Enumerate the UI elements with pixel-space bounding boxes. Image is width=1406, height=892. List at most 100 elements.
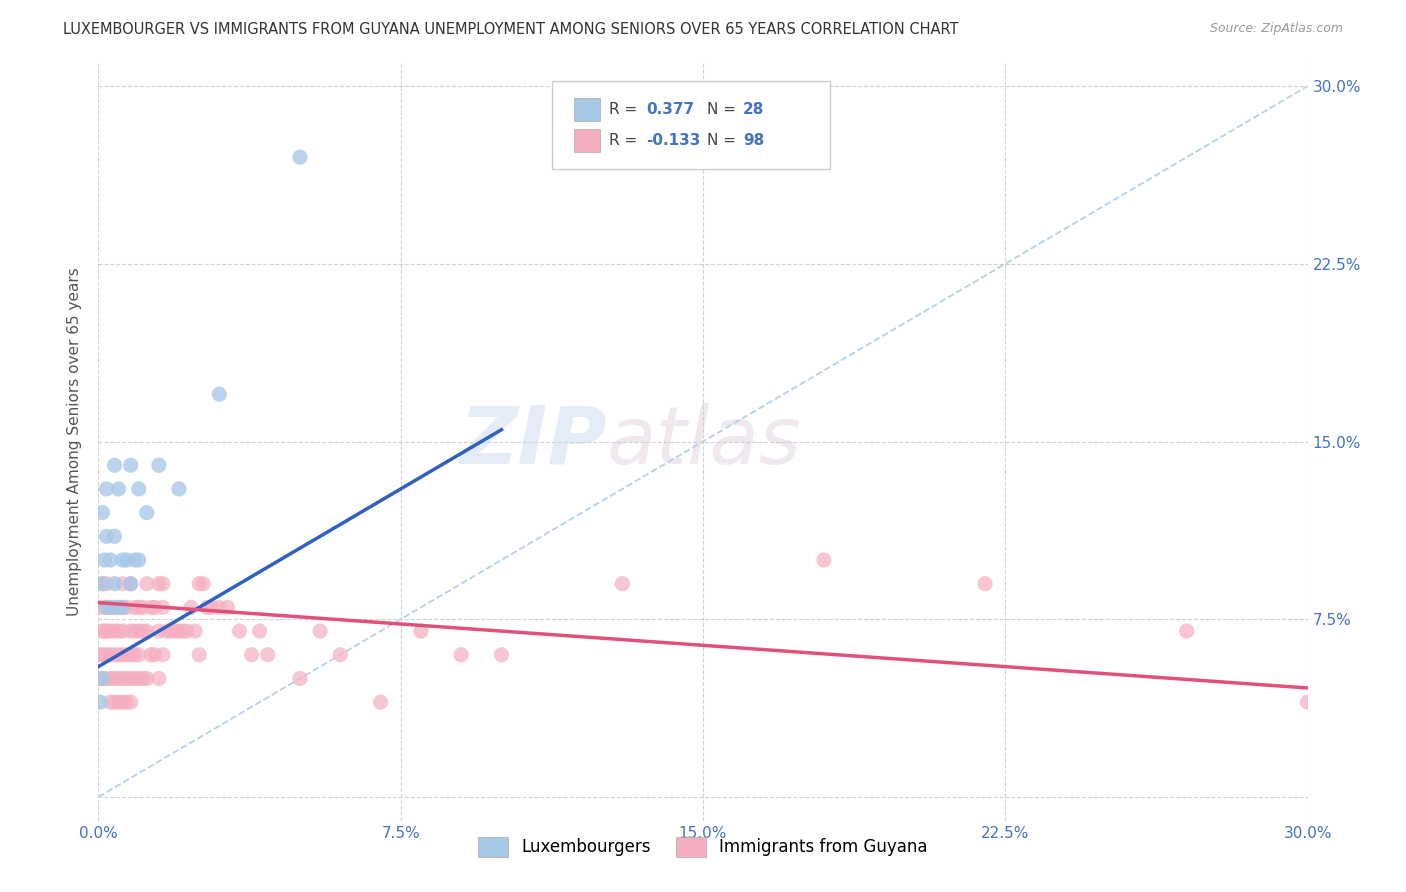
Point [107, 600, 129, 615]
Point [103, 600, 125, 615]
Y-axis label: Unemployment Among Seniors over 65 years: Unemployment Among Seniors over 65 years [67, 268, 83, 615]
Point [813, 553, 835, 567]
Point [107, 695, 129, 709]
Point [115, 600, 138, 615]
Point [89, 672, 111, 686]
Point [156, 624, 179, 639]
Point [256, 648, 278, 662]
Point [100, 648, 122, 662]
Point [120, 458, 142, 473]
Text: N =: N = [707, 133, 741, 148]
Point [152, 648, 174, 662]
Point [240, 648, 263, 662]
FancyBboxPatch shape [551, 81, 830, 169]
Point [180, 600, 202, 615]
Point [115, 648, 138, 662]
Point [93, 624, 115, 639]
Point [148, 458, 170, 473]
Point [115, 672, 138, 686]
Point [107, 624, 129, 639]
Point [193, 576, 215, 591]
Text: 98: 98 [742, 133, 763, 148]
Point [128, 553, 150, 567]
Point [89, 600, 111, 615]
Point [91, 672, 114, 686]
Point [100, 695, 122, 709]
Point [208, 600, 231, 615]
Text: -0.133: -0.133 [647, 133, 700, 148]
Point [172, 624, 194, 639]
Point [152, 576, 174, 591]
Point [491, 648, 513, 662]
Point [120, 624, 142, 639]
Point [111, 648, 134, 662]
Point [160, 624, 183, 639]
Point [107, 648, 129, 662]
Legend: Luxembourgers, Immigrants from Guyana: Luxembourgers, Immigrants from Guyana [470, 829, 936, 865]
Point [200, 600, 222, 615]
Point [370, 695, 392, 709]
Point [93, 553, 115, 567]
Point [91, 648, 114, 662]
Point [128, 482, 150, 496]
Point [120, 576, 142, 591]
Point [120, 672, 142, 686]
Point [96, 482, 118, 496]
Text: R =: R = [609, 102, 641, 117]
Point [163, 624, 186, 639]
Point [288, 150, 311, 164]
Point [103, 576, 125, 591]
Point [111, 672, 134, 686]
Point [176, 624, 198, 639]
Point [124, 553, 146, 567]
Point [184, 624, 207, 639]
Point [135, 672, 157, 686]
Point [139, 600, 162, 615]
Point [612, 576, 634, 591]
Text: 28: 28 [742, 102, 765, 117]
Point [96, 600, 118, 615]
Point [974, 576, 997, 591]
Point [309, 624, 332, 639]
Point [450, 648, 472, 662]
Point [115, 553, 138, 567]
Point [91, 576, 114, 591]
Point [115, 695, 138, 709]
Point [111, 624, 134, 639]
Point [111, 695, 134, 709]
Point [148, 672, 170, 686]
Point [91, 624, 114, 639]
Point [107, 600, 129, 615]
Point [96, 624, 118, 639]
Point [107, 482, 129, 496]
FancyBboxPatch shape [574, 129, 600, 152]
Point [135, 506, 157, 520]
Text: atlas: atlas [606, 402, 801, 481]
Text: ZIP: ZIP [458, 402, 606, 481]
Point [167, 624, 190, 639]
FancyBboxPatch shape [574, 98, 600, 120]
Point [195, 600, 218, 615]
Text: R =: R = [609, 133, 641, 148]
Point [124, 624, 146, 639]
Point [124, 648, 146, 662]
Point [128, 600, 150, 615]
Point [132, 600, 155, 615]
Text: 0.377: 0.377 [647, 102, 695, 117]
Point [100, 672, 122, 686]
Point [249, 624, 271, 639]
Point [288, 672, 311, 686]
Point [167, 482, 190, 496]
Point [100, 600, 122, 615]
Point [103, 695, 125, 709]
Point [120, 576, 142, 591]
Point [111, 600, 134, 615]
Point [1296, 695, 1319, 709]
Point [107, 672, 129, 686]
Point [143, 648, 166, 662]
Point [128, 624, 150, 639]
Point [139, 648, 162, 662]
Point [91, 576, 114, 591]
Point [152, 600, 174, 615]
Point [148, 624, 170, 639]
